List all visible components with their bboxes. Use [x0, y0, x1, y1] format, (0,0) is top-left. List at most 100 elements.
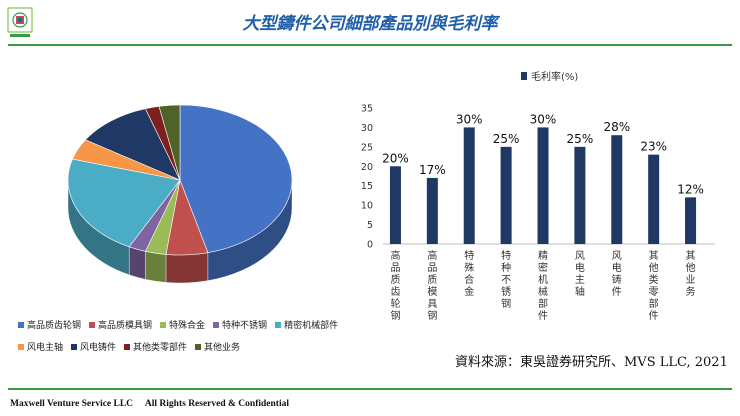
legend-label-4: 精密机械部件	[284, 321, 339, 331]
category-label-7-5: 件	[649, 310, 659, 322]
legend-label-7: 其他类零部件	[133, 343, 188, 353]
legend-label-6: 风电铸件	[80, 343, 117, 353]
footer-rights: All Rights Reserved & Confidential	[144, 399, 289, 409]
bar-label-6: 28%	[603, 120, 630, 134]
pie-slice-6	[84, 108, 181, 181]
category-label-4-0: 精	[538, 249, 548, 262]
category-label-8-0: 其	[686, 250, 696, 262]
bar-1	[426, 177, 438, 244]
category-label-3-3: 锈	[501, 285, 511, 298]
footer-company: Maxwell Venture Service LLC	[10, 399, 134, 409]
footer: Maxwell Venture Service LLC All Rights R…	[10, 399, 299, 409]
category-label-0-3: 齿	[390, 286, 400, 298]
category-label-2-0: 特	[464, 250, 474, 262]
bar-6	[611, 135, 623, 244]
category-label-1-5: 钢	[427, 309, 437, 322]
category-label-0-0: 高	[390, 249, 400, 262]
category-label-7-3: 零	[649, 286, 659, 298]
bar-label-2: 30%	[456, 112, 483, 126]
legend-item-8: 其他业务	[195, 340, 240, 353]
legend-label-0: 高品质齿轮钢	[27, 321, 82, 331]
category-label-1-3: 模	[427, 286, 437, 298]
legend-label-3: 特种不锈钢	[222, 321, 268, 331]
bar-label-3: 25%	[493, 132, 520, 146]
bar-label-0: 20%	[382, 151, 409, 165]
bar-legend-label: 毛利率(%)	[531, 70, 578, 83]
category-label-4-2: 机	[538, 273, 548, 286]
y-tick-6: 30	[361, 123, 373, 134]
pie-side-walls	[67, 179, 293, 284]
category-label-5-0: 风	[575, 250, 585, 262]
y-tick-2: 10	[361, 201, 373, 212]
pie-side-3	[128, 246, 146, 280]
category-label-3-1: 种	[501, 261, 511, 274]
legend-swatch-8	[195, 343, 202, 350]
title-divider	[8, 44, 732, 46]
company-logo	[7, 7, 33, 37]
bar-label-5: 25%	[567, 132, 594, 146]
pie-chart	[67, 104, 293, 284]
legend-swatch-3	[213, 321, 220, 328]
category-label-7-4: 部	[649, 297, 659, 310]
category-label-0-1: 品	[390, 262, 400, 274]
category-label-1-0: 高	[427, 249, 437, 262]
bar-5	[574, 146, 586, 244]
category-label-6-0: 风	[612, 250, 622, 262]
page-title: 大型鑄件公司細部產品別與毛利率	[242, 14, 498, 34]
category-label-1-1: 品	[427, 262, 437, 274]
bar-0	[389, 166, 401, 244]
legend-swatch-2	[160, 321, 167, 328]
legend-swatch-7	[124, 343, 131, 350]
legend-item-1: 高品质模具钢	[89, 318, 152, 331]
category-label-7-2: 类	[649, 273, 659, 286]
category-label-1-2: 质	[427, 274, 437, 286]
category-label-4-5: 件	[538, 310, 548, 322]
legend-item-5: 风电主轴	[18, 340, 63, 353]
legend-label-1: 高品质模具钢	[98, 321, 153, 331]
legend-swatch-0	[18, 321, 24, 328]
category-label-8-1: 他	[686, 261, 696, 274]
category-label-3-4: 钢	[501, 297, 511, 310]
category-label-4-1: 密	[538, 261, 548, 274]
legend-item-7: 其他类零部件	[124, 340, 187, 353]
legend-swatch-6	[71, 343, 78, 350]
bar-label-4: 30%	[530, 112, 557, 126]
category-label-2-2: 合	[464, 273, 474, 286]
y-tick-7: 35	[361, 104, 373, 115]
pie-slice-8	[158, 104, 181, 181]
pie-side-2	[145, 251, 167, 283]
legend-label-8: 其他业务	[204, 343, 241, 353]
source-note: 資料來源：東吳證券研究所、MVS LLC, 2021	[455, 355, 728, 370]
bar-2	[463, 127, 475, 244]
legend-item-3: 特种不锈钢	[213, 318, 267, 331]
pie-slice-4	[67, 158, 181, 248]
bar-chart: 毛利率(%)0510152025303520%高品质齿轮钢17%高品质模具钢30…	[361, 70, 715, 322]
bar-legend-swatch	[521, 72, 527, 80]
legend-swatch-1	[89, 321, 96, 328]
category-label-7-1: 他	[649, 261, 659, 274]
legend-swatch-5	[18, 343, 24, 350]
pie-legend: 高品质齿轮钢 高品质模具钢 特殊合金 特种不锈钢 精密机械部件风电主轴 风电铸件 其他类零部…	[18, 318, 358, 362]
category-label-8-3: 务	[686, 285, 696, 298]
category-label-7-0: 其	[649, 250, 659, 262]
category-label-4-4: 部	[538, 297, 548, 310]
legend-item-0: 高品质齿轮钢	[18, 318, 81, 331]
bar-label-7: 23%	[640, 140, 667, 154]
legend-label-5: 风电主轴	[27, 343, 64, 353]
category-label-1-4: 具	[427, 298, 437, 310]
bar-3	[500, 146, 512, 244]
bar-label-1: 17%	[419, 163, 446, 177]
category-label-0-5: 钢	[390, 309, 400, 322]
category-label-2-3: 金	[464, 285, 474, 298]
category-label-5-3: 轴	[575, 285, 585, 298]
legend-label-2: 特殊合金	[169, 321, 206, 331]
category-label-8-2: 业	[686, 274, 696, 286]
bar-4	[537, 127, 549, 244]
pie-top	[67, 104, 293, 256]
category-label-5-1: 电	[575, 261, 585, 274]
pie-slice-0	[179, 104, 293, 253]
y-tick-1: 5	[367, 220, 373, 231]
y-tick-4: 20	[361, 162, 373, 173]
category-label-0-4: 轮	[390, 297, 400, 310]
category-label-0-2: 质	[390, 274, 400, 286]
